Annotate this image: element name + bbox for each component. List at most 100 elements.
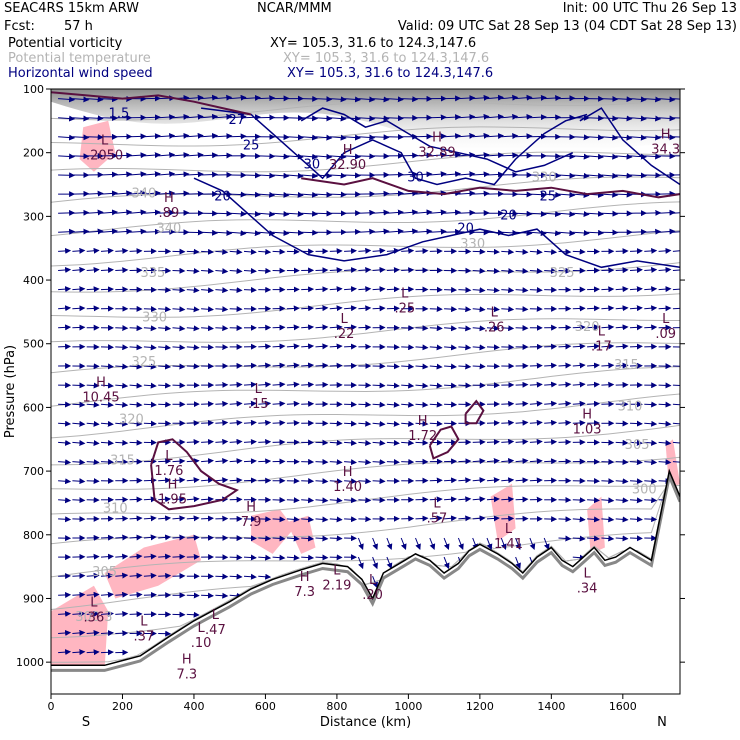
wind-vector	[258, 419, 272, 426]
wind-vector	[472, 496, 486, 503]
wind-vector	[72, 247, 86, 254]
wind-vector	[386, 556, 393, 570]
wind-vector	[558, 362, 572, 369]
wind-vector	[401, 401, 415, 408]
wind-vector	[386, 96, 404, 103]
pv-extremum-type: L	[101, 134, 109, 149]
wind-vector	[201, 592, 214, 599]
wind-vector	[215, 268, 229, 275]
wind-vector	[72, 115, 90, 122]
wind-vector	[329, 267, 343, 274]
wind-vector	[158, 114, 176, 121]
wind-vector	[243, 554, 257, 561]
wind-vector	[372, 266, 386, 273]
wind-vector	[501, 133, 519, 140]
theta-label: 300	[632, 482, 657, 497]
wind-vector	[301, 172, 319, 179]
wind-vector	[529, 114, 547, 121]
wind-vector	[644, 420, 658, 427]
wind-vector	[229, 477, 243, 484]
wind-vector	[458, 113, 476, 120]
wind-vector	[58, 228, 76, 235]
wind-vector	[658, 266, 672, 273]
x-tick-label: 1200	[466, 700, 494, 713]
wind-vector	[401, 228, 419, 235]
wind-vector	[629, 286, 643, 293]
wind-vector	[301, 362, 315, 369]
wind-vector	[572, 535, 586, 542]
wind-vector	[444, 114, 462, 121]
wind-vector	[186, 496, 200, 503]
wind-vector	[243, 286, 257, 293]
wind-vector	[129, 401, 143, 408]
wind-vector	[458, 95, 476, 102]
wind-vector	[272, 248, 286, 255]
wind-vector	[329, 459, 343, 466]
wind-vector	[201, 268, 214, 275]
wind-vector	[629, 134, 647, 141]
wind-vector	[658, 439, 672, 446]
wind-vector	[358, 497, 372, 504]
wind-vector	[500, 537, 507, 551]
wind-vector	[100, 458, 114, 465]
wind-vector	[72, 629, 86, 636]
wind-vector	[501, 419, 515, 426]
wind-vector	[201, 325, 214, 332]
wind-vector	[329, 439, 343, 446]
wind-vector	[129, 325, 143, 332]
wind-vector	[158, 496, 172, 503]
wind-vector	[572, 134, 590, 141]
wind-vector	[115, 515, 129, 522]
wind-vector	[215, 133, 233, 140]
wind-vector	[486, 267, 500, 274]
wind-vector	[272, 153, 290, 160]
wind-vector	[58, 478, 72, 485]
wind-vector	[358, 401, 372, 408]
wind-vector	[286, 554, 300, 561]
wind-vector	[629, 478, 643, 485]
wind-vector	[143, 171, 161, 178]
wind-vector	[529, 210, 547, 217]
wind-vector	[486, 515, 500, 522]
wind-vector	[444, 363, 457, 370]
wind-vector	[186, 306, 200, 313]
wind-vector	[58, 420, 72, 427]
pv-extremum-type: L	[140, 615, 148, 630]
wind-vector	[587, 305, 600, 312]
wind-vector	[301, 554, 315, 561]
pv-extremum-value: .57	[427, 512, 448, 527]
wind-vector	[429, 401, 443, 408]
pv-extremum-type: L	[165, 449, 173, 464]
wind-vector	[58, 629, 72, 636]
wind-vector	[201, 113, 219, 120]
wind-vector	[243, 248, 257, 255]
wind-vector	[258, 191, 276, 198]
wind-vector	[215, 458, 229, 465]
wind-vector	[158, 363, 172, 370]
wind-vector	[372, 228, 390, 235]
wind-vector	[458, 515, 472, 522]
wind-vector	[301, 324, 315, 331]
wind-vector	[258, 573, 272, 580]
wind-vector	[601, 324, 615, 331]
wind-vector	[457, 537, 464, 551]
wind-vector	[315, 497, 329, 504]
wind-vector	[587, 210, 604, 217]
wind-vector	[629, 516, 643, 523]
wind-vector	[358, 478, 372, 485]
wind-vector	[358, 324, 372, 331]
wind-vector	[315, 478, 329, 485]
wind-vector	[186, 94, 204, 101]
wind-vector	[158, 190, 176, 197]
wind-vector	[72, 305, 86, 312]
wind-vector	[615, 134, 633, 141]
wind-vector	[100, 96, 118, 103]
wind-vector	[100, 591, 114, 598]
wind-vector	[58, 153, 76, 160]
wind-vector	[201, 496, 214, 503]
wind-vector	[86, 459, 100, 466]
wind-vector	[472, 113, 490, 120]
wind-vector	[186, 344, 200, 351]
wind-vector	[258, 554, 272, 561]
pv-extremum-value: .25	[394, 302, 415, 317]
